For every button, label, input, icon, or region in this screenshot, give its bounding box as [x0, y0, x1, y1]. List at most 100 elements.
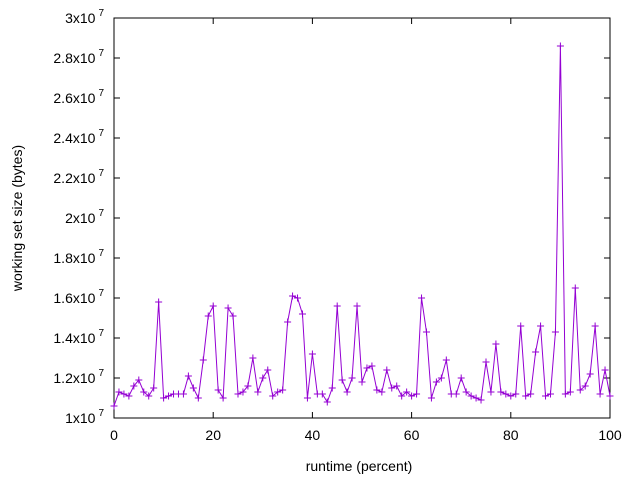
data-point — [140, 388, 148, 396]
x-tick-label: 20 — [205, 427, 221, 443]
data-point — [165, 392, 173, 400]
x-tick-label: 0 — [110, 427, 118, 443]
data-point — [586, 370, 594, 378]
data-point — [135, 376, 143, 384]
y-tick-label: 3x10 7 — [65, 8, 104, 26]
data-point — [408, 392, 416, 400]
data-point — [418, 294, 426, 302]
data-point — [393, 382, 401, 390]
data-point — [363, 364, 371, 372]
data-point — [556, 42, 564, 50]
plot-frame — [113, 17, 611, 419]
data-point — [125, 392, 133, 400]
data-point — [542, 392, 550, 400]
data-point — [244, 382, 252, 390]
data-point — [294, 294, 302, 302]
data-point — [338, 376, 346, 384]
x-tick-label: 60 — [404, 427, 420, 443]
x-tick-label: 100 — [598, 427, 622, 443]
data-point — [398, 392, 406, 400]
x-tick-label: 40 — [305, 427, 321, 443]
y-tick-label: 1x10 7 — [65, 408, 104, 426]
data-point — [279, 386, 287, 394]
y-tick-label: 2.8x10 7 — [53, 48, 104, 66]
data-point — [184, 372, 192, 380]
y-axis-title: working set size (bytes) — [9, 145, 25, 292]
data-point — [234, 390, 242, 398]
data-point — [561, 390, 569, 398]
data-point — [333, 302, 341, 310]
data-point — [383, 366, 391, 374]
y-tick-label: 2.2x10 7 — [53, 168, 104, 186]
x-axis: 0 20 40 60 80 100 — [110, 18, 622, 443]
data-point — [437, 374, 445, 382]
data-point — [115, 388, 123, 396]
data-point — [298, 310, 306, 318]
data-point — [269, 392, 277, 400]
data-point — [259, 374, 267, 382]
data-point — [145, 392, 153, 400]
data-point — [472, 394, 480, 402]
y-tick-label: 2.6x10 7 — [53, 88, 104, 106]
data-point — [477, 396, 485, 404]
data-point — [343, 388, 351, 396]
x-tick-label: 80 — [503, 427, 519, 443]
data-point — [229, 312, 237, 320]
series-layer — [110, 42, 614, 410]
data-point — [214, 386, 222, 394]
data-point — [199, 356, 207, 364]
data-point — [189, 384, 197, 392]
data-point — [492, 340, 500, 348]
data-point — [601, 366, 609, 374]
data-point — [348, 374, 356, 382]
data-point — [571, 284, 579, 292]
data-point — [303, 394, 311, 402]
data-point — [527, 390, 535, 398]
y-tick-label: 2x10 7 — [65, 208, 104, 226]
data-point — [482, 358, 490, 366]
data-point — [155, 298, 163, 306]
data-point — [537, 322, 545, 330]
data-point — [413, 390, 421, 398]
y-axis: 1x10 7 1.2x10 7 1.4x10 7 1.6x10 7 1.8x10 7 2x10 7 2.… — [53, 8, 610, 426]
data-point — [512, 390, 520, 398]
data-point — [160, 394, 168, 402]
data-point — [532, 348, 540, 356]
data-point — [462, 388, 470, 396]
data-point — [517, 322, 525, 330]
data-point — [432, 378, 440, 386]
data-point — [497, 388, 505, 396]
data-point — [274, 388, 282, 396]
data-point — [358, 378, 366, 386]
data-point — [289, 292, 297, 300]
data-point — [239, 388, 247, 396]
y-tick-label: 1.2x10 7 — [53, 368, 104, 386]
data-point — [224, 304, 232, 312]
data-point — [596, 390, 604, 398]
data-point — [308, 350, 316, 358]
data-point — [373, 386, 381, 394]
data-point — [467, 392, 475, 400]
data-point — [422, 328, 430, 336]
data-point — [328, 384, 336, 392]
y-tick-label: 1.8x10 7 — [53, 248, 104, 266]
data-point — [442, 356, 450, 364]
data-point — [254, 388, 262, 396]
data-point — [179, 390, 187, 398]
data-point — [353, 302, 361, 310]
y-tick-label: 2.4x10 7 — [53, 128, 104, 146]
data-point — [452, 390, 460, 398]
data-point — [487, 388, 495, 396]
data-point — [522, 392, 530, 400]
data-point — [318, 390, 326, 398]
data-point — [606, 392, 614, 400]
data-point — [457, 374, 465, 382]
data-point — [502, 390, 510, 398]
data-point — [566, 388, 574, 396]
data-point — [388, 384, 396, 392]
data-point — [110, 402, 118, 410]
y-tick-label: 1.6x10 7 — [53, 288, 104, 306]
data-point — [209, 302, 217, 310]
